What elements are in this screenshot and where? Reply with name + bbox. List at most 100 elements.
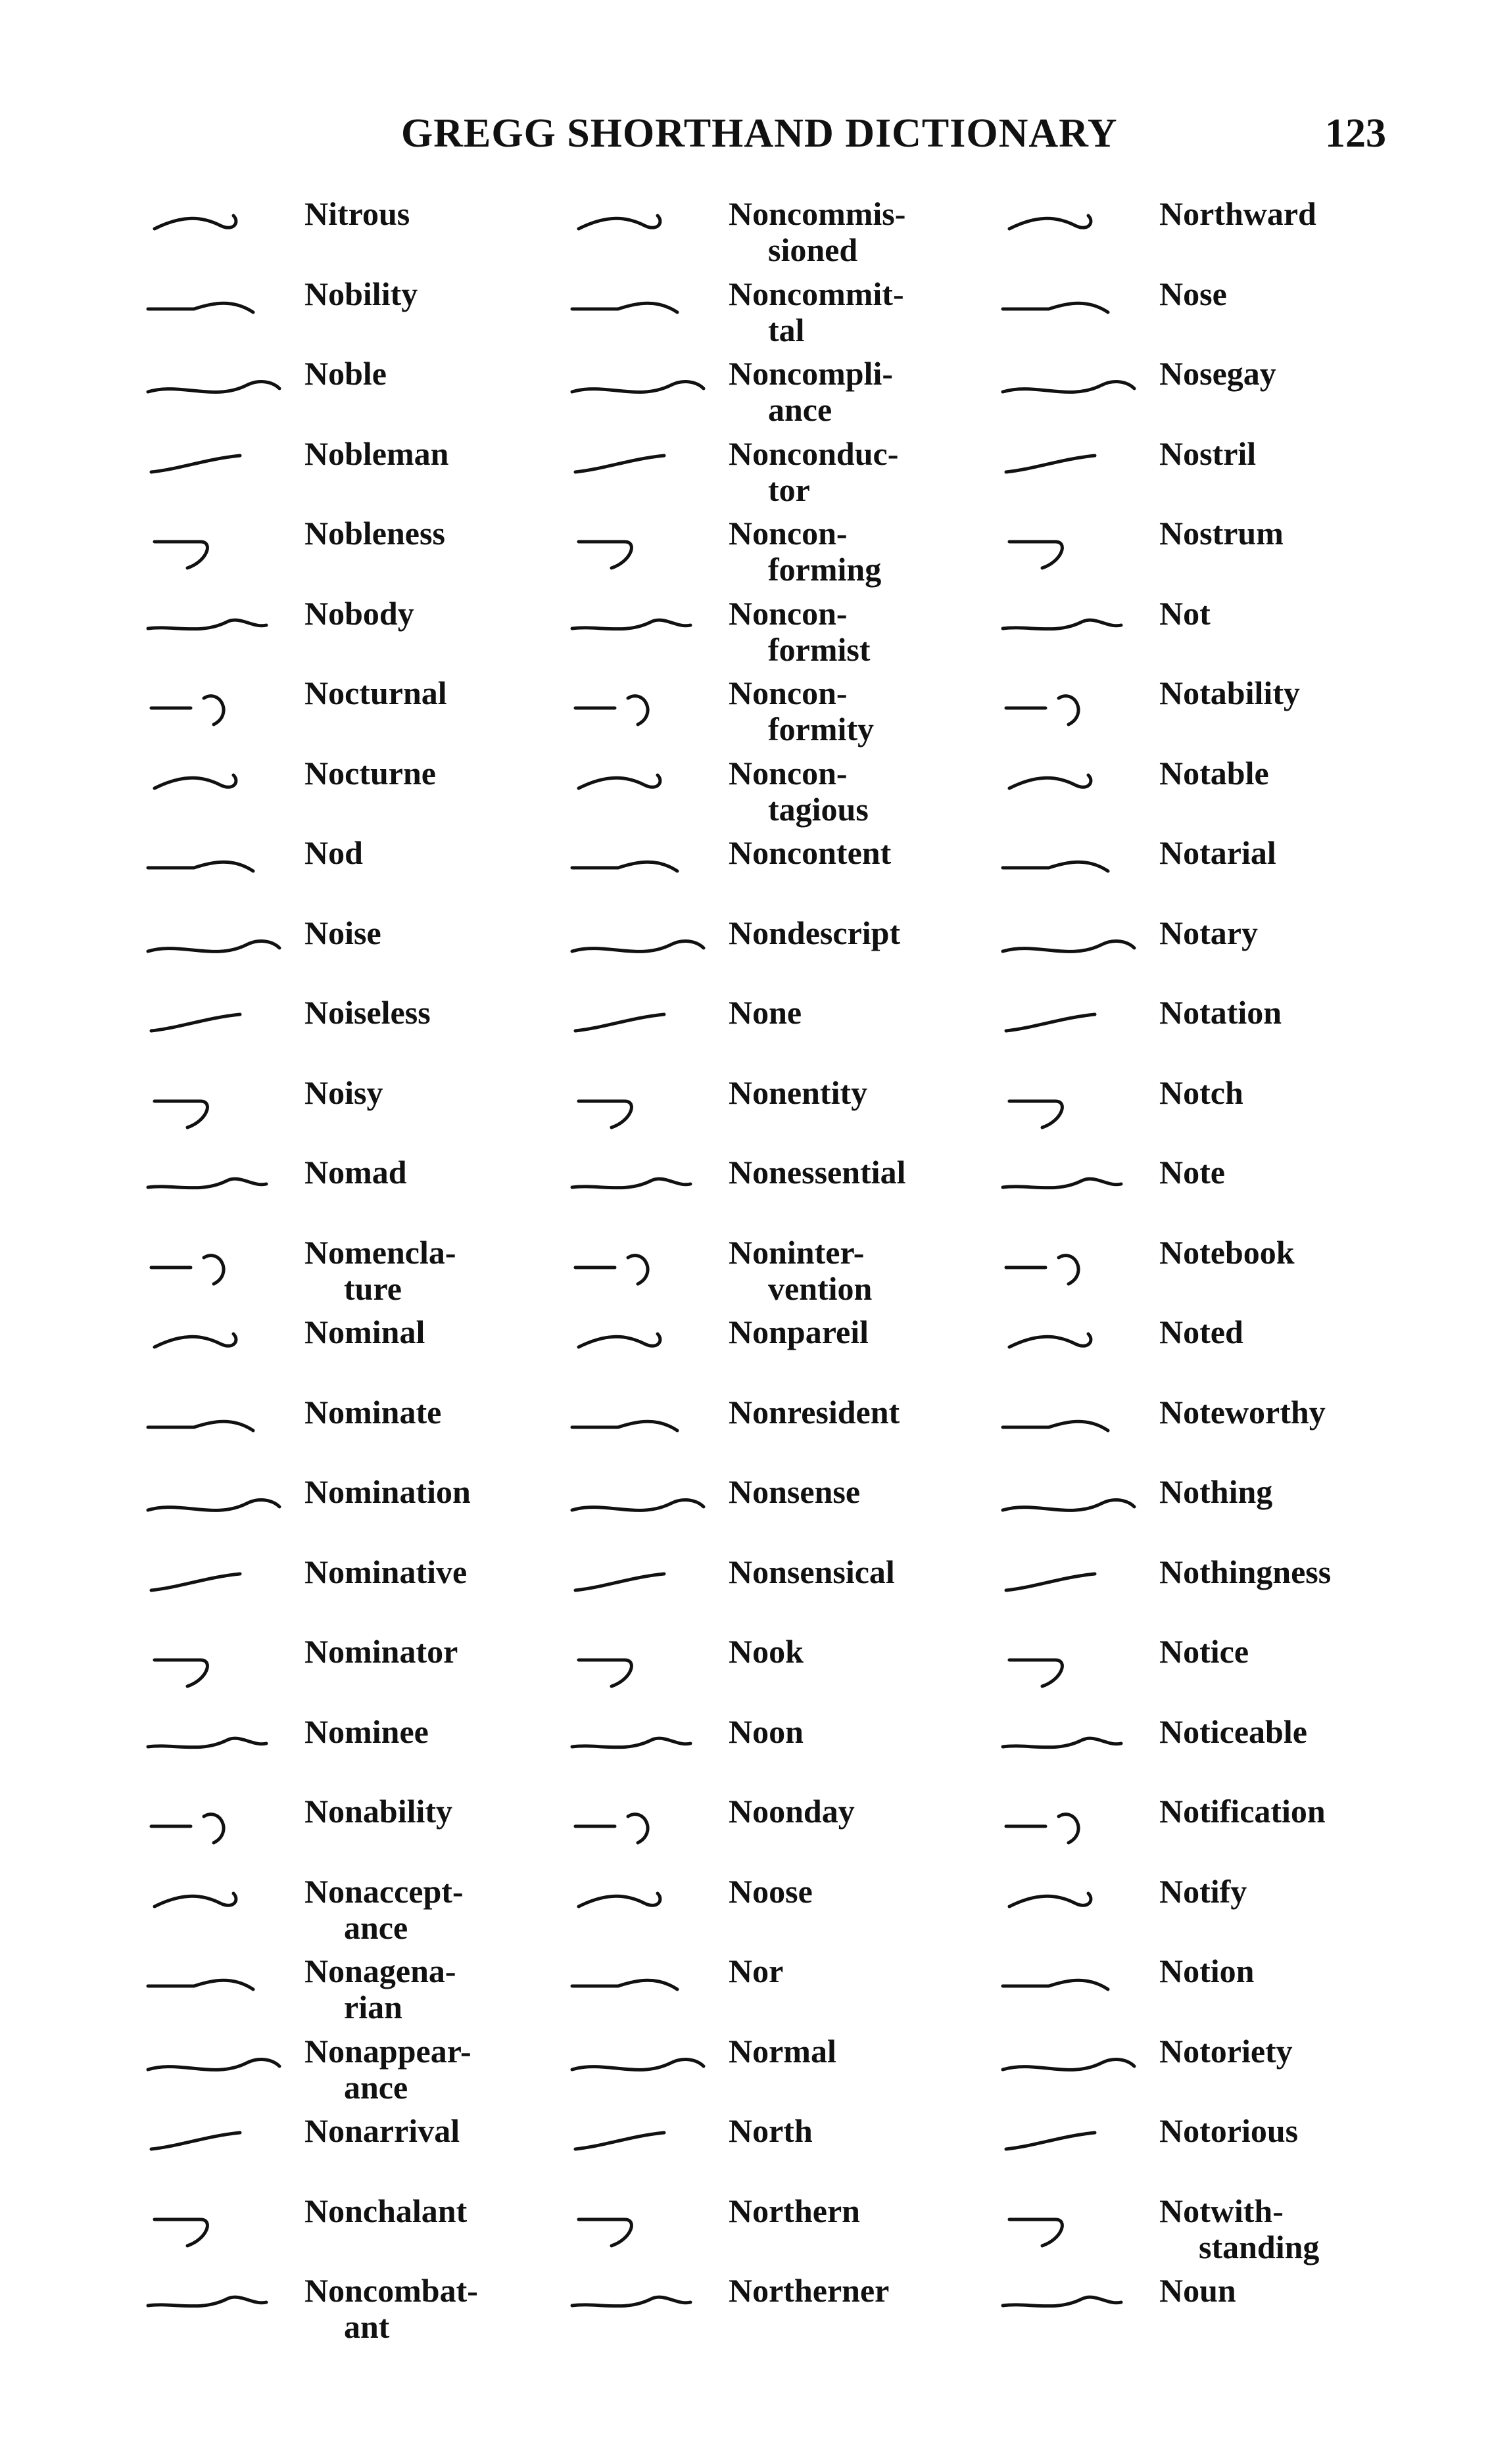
entry-word: Nominee [304, 1713, 633, 1750]
entry-word-line: Noncombat- [304, 2272, 478, 2309]
entry-word: Notify [1159, 1873, 1488, 1910]
entry-word-line: Northward [1159, 195, 1316, 232]
entry-word: Nod [304, 835, 633, 871]
entry-word-line: rian [344, 1989, 402, 2026]
entry-word: Nobleman [304, 435, 633, 472]
shorthand-outline [566, 2193, 723, 2265]
entry-word: Notary [1159, 914, 1488, 951]
shorthand-outline [141, 276, 299, 348]
entry-word: Notebook [1159, 1233, 1488, 1271]
entry-word: Normal [729, 2033, 1057, 2070]
dictionary-entry: Nomination [141, 1469, 641, 1549]
dictionary-entry: Notary [996, 910, 1492, 990]
dictionary-entry: Notice [996, 1628, 1492, 1709]
dictionary-entry: Nobility [141, 271, 641, 351]
entry-word-line: Nondescript [729, 914, 901, 951]
dictionary-entry: Nonentity [566, 1070, 1065, 1150]
dictionary-entry: Noncommis-sioned [566, 191, 1065, 271]
entry-word-line: Noted [1159, 1314, 1243, 1350]
shorthand-outline [141, 1474, 299, 1546]
entry-word-line: Nonessential [729, 1154, 906, 1191]
entry-word: Noonday [729, 1793, 1057, 1830]
shorthand-outline [566, 276, 723, 348]
shorthand-outline [566, 436, 723, 508]
entry-word: Noninter-vention [729, 1234, 1057, 1307]
shorthand-outline [996, 835, 1154, 907]
shorthand-outline [566, 356, 723, 428]
entry-word: North [729, 2113, 1057, 2149]
entry-word: Nocturnal [304, 675, 633, 711]
entry-word: Noncontent [729, 835, 1057, 871]
entry-word-line: Nonsense [729, 1473, 861, 1510]
shorthand-outline [996, 276, 1154, 348]
dictionary-entry: North [566, 2108, 1065, 2188]
dictionary-entry: Northerner [566, 2267, 1065, 2348]
shorthand-outline [566, 1554, 723, 1626]
entry-word: Notoriety [1159, 2033, 1488, 2070]
entry-word: Noticeable [1159, 1713, 1488, 1750]
entry-word-line: formity [768, 711, 875, 747]
shorthand-outline [141, 1953, 299, 2026]
dictionary-entry: Notebook [996, 1229, 1492, 1310]
entry-word-line: Normal [729, 2032, 836, 2070]
dictionary-entry: Notwith-standing [996, 2188, 1492, 2268]
entry-word: Nominate [304, 1394, 633, 1431]
entry-word: Nosegay [1159, 356, 1488, 392]
entry-word-line: Nocturne [304, 754, 436, 792]
entry-word: Notarial [1159, 835, 1488, 871]
entry-word-line: Nominal [304, 1314, 425, 1350]
dictionary-entry: Nonsense [566, 1469, 1065, 1549]
entry-word: Noncommit-tal [729, 275, 1057, 348]
entry-word-line: Notebook [1159, 1233, 1295, 1271]
entry-word-line: Nonagena- [304, 1953, 456, 1989]
dictionary-entry: Nobody [141, 590, 641, 671]
dictionary-entry: Nomencla-ture [141, 1229, 641, 1310]
dictionary-entry: Nobleman [141, 431, 641, 511]
shorthand-outline [996, 1634, 1154, 1706]
dictionary-entry: Northward [996, 191, 1492, 271]
shorthand-outline [996, 1235, 1154, 1307]
entry-word-line: Noncommis- [729, 195, 906, 232]
entry-word-line: Notification [1159, 1793, 1326, 1830]
entry-word: Nonchalant [304, 2192, 633, 2229]
entry-word-line: Nominate [304, 1393, 442, 1431]
shorthand-outline [996, 356, 1154, 428]
column-1: Nitrous Nobility Noble Nobleman Nobleness Nob… [141, 191, 641, 2348]
dictionary-entry: Notorious [996, 2108, 1492, 2188]
entry-word: Noiseless [304, 995, 633, 1031]
entry-word: Nook [729, 1634, 1057, 1670]
entry-word-line: Nonarrival [304, 2112, 460, 2149]
shorthand-outline [996, 1793, 1154, 1866]
entry-word-line: Notice [1159, 1633, 1249, 1670]
shorthand-outline [141, 1874, 299, 1946]
entry-word: Noise [304, 914, 633, 951]
dictionary-entry: Northern [566, 2188, 1065, 2268]
dictionary-entry: Nothingness [996, 1549, 1492, 1629]
shorthand-outline [141, 1235, 299, 1307]
entry-word-line: Noticeable [1159, 1713, 1307, 1750]
shorthand-outline [566, 995, 723, 1067]
dictionary-entry: Notability [996, 670, 1492, 750]
shorthand-outline [566, 1874, 723, 1946]
entry-word-line: forming [768, 551, 882, 588]
entry-word-line: sioned [768, 231, 858, 268]
entry-word: Noncommis-sioned [729, 196, 1057, 268]
page-title: GREGG SHORTHAND DICTIONARY [401, 111, 1118, 156]
entry-word: Noncon-formist [729, 595, 1057, 668]
entry-word: Nonarrival [304, 2113, 633, 2149]
shorthand-outline [996, 1554, 1154, 1626]
entry-word-line: ture [344, 1269, 402, 1307]
dictionary-entry: Noteworthy [996, 1389, 1492, 1469]
entry-word: Nor [729, 1953, 1057, 1989]
dictionary-entry: Nocturne [141, 750, 641, 830]
shorthand-outline [996, 2193, 1154, 2265]
entry-word: Nominator [304, 1634, 633, 1670]
dictionary-entry: Noninter-vention [566, 1229, 1065, 1310]
entry-word: Nonsense [729, 1474, 1057, 1510]
dictionary-entry: Nonpareil [566, 1309, 1065, 1389]
dictionary-entry: Notion [996, 1948, 1492, 2028]
dictionary-entry: Noonday [566, 1788, 1065, 1868]
entry-word: Nobility [304, 275, 633, 312]
entry-word: Notable [1159, 755, 1488, 792]
entry-word-line: Notarial [1159, 834, 1276, 871]
